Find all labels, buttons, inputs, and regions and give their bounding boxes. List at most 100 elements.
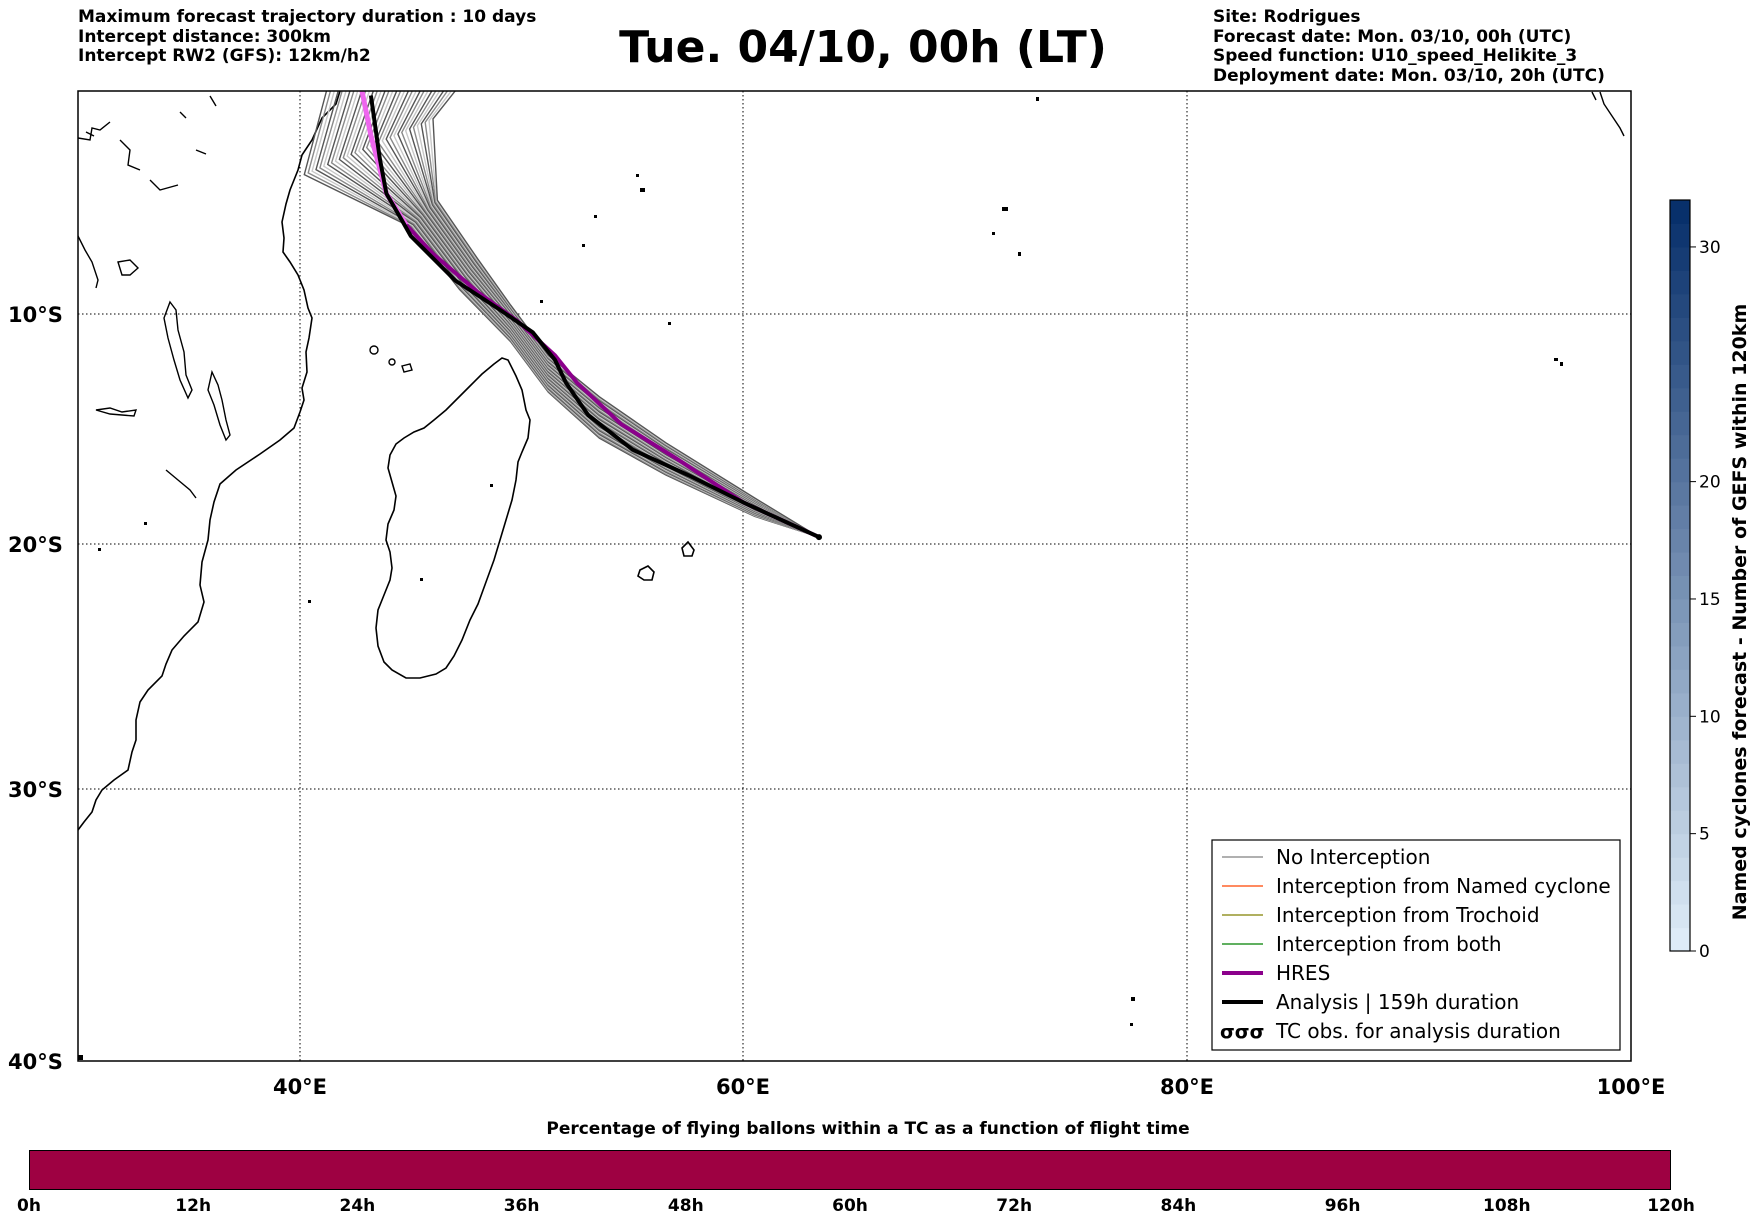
colorbar-step [1670, 505, 1690, 530]
mauritius-island [681, 540, 695, 557]
colorbar-step [1670, 857, 1690, 882]
ensemble-trajectories [303, 91, 820, 538]
intercept-distance-text: Intercept distance: 300km [78, 26, 331, 47]
lake-mweru [95, 407, 138, 417]
colorbar-step [1670, 622, 1690, 647]
colorbar-step [1670, 552, 1690, 576]
flight-time-label: 12h [175, 1196, 212, 1216]
legend-label: Interception from Trochoid [1276, 903, 1540, 927]
colorbar-tick-label: 0 [1699, 942, 1710, 962]
lat-label-20s: 20°S [8, 533, 63, 557]
flight-time-label: 84h [1160, 1196, 1197, 1216]
horn-coastline [78, 121, 179, 289]
ensemble-track [338, 91, 820, 538]
colorbar-step [1670, 833, 1690, 858]
colorbar-frame [1669, 199, 1691, 952]
flight-time-label: 96h [1324, 1196, 1361, 1216]
flight-time-label: 48h [667, 1196, 704, 1216]
analysis-track [368, 95, 820, 539]
bottom-bar-title: Percentage of flying ballons within a TC… [546, 1119, 1190, 1139]
colorbar-step [1670, 786, 1690, 811]
max-duration-text: Maximum forecast trajectory duration : 1… [78, 7, 537, 27]
colorbar-step [1670, 434, 1690, 459]
colorbar-step [1670, 481, 1690, 506]
comoros-islands [369, 345, 379, 355]
madagascar-coastline [375, 357, 531, 679]
site-text: Site: Rodrigues [1213, 7, 1361, 27]
colorbar-step [1670, 528, 1690, 553]
flight-time-label: 108h [1483, 1196, 1531, 1216]
flight-time-label: 0h [17, 1196, 41, 1216]
release-point-marker [816, 534, 823, 541]
colorbar-tick-label: 10 [1699, 707, 1721, 727]
page-title: Tue. 04/10, 00h (LT) [619, 22, 1107, 73]
colorbar-step [1670, 223, 1690, 248]
header-right: Site: Rodrigues Forecast date: Mon. 03/1… [1213, 7, 1605, 86]
colorbar-step [1670, 411, 1690, 436]
lake-kariba [165, 469, 197, 499]
lon-label-40e: 40°E [273, 1075, 327, 1099]
legend-label: No Interception [1276, 845, 1430, 869]
flight-time-label: 36h [503, 1196, 540, 1216]
colorbar-label: Named cyclones forecast - Number of GEFS… [1729, 304, 1751, 921]
colorbar-step [1670, 692, 1690, 717]
main-trajectories [359, 91, 823, 541]
map-frame [77, 90, 1632, 1062]
colorbar-step [1670, 810, 1690, 835]
colorbar-step [1670, 200, 1690, 224]
colorbar-step [1670, 739, 1690, 764]
colorbar-step [1670, 270, 1690, 295]
colorbar-tick-label: 30 [1699, 238, 1721, 258]
colorbar-step [1670, 599, 1690, 623]
flight-time-bar [29, 1150, 1671, 1190]
africa-coastline [78, 91, 341, 831]
legend-label: Interception from both [1276, 932, 1502, 956]
colorbar-tick-label: 5 [1699, 825, 1710, 845]
flight-time-label: 60h [832, 1196, 868, 1216]
deployment-date-text: Deployment date: Mon. 03/10, 20h (UTC) [1213, 65, 1605, 86]
colorbar-step [1670, 458, 1690, 483]
legend: No Interception Interception from Named c… [1211, 839, 1621, 1051]
colorbar-step [1670, 763, 1690, 788]
lat-label-40s: 40°S [8, 1050, 63, 1074]
colorbar-step [1670, 317, 1690, 342]
lon-label-60e: 60°E [716, 1075, 770, 1099]
colorbar-tick-label: 20 [1699, 473, 1721, 493]
colorbar-step [1670, 880, 1690, 905]
top-left-fragments [85, 95, 217, 155]
lon-label-80e: 80°E [1160, 1075, 1214, 1099]
legend-label: Analysis | 159h duration [1276, 990, 1519, 1014]
colorbar-step [1670, 293, 1690, 318]
colorbar-step [1670, 716, 1690, 741]
colorbar-step [1670, 904, 1690, 929]
lake-victoria [117, 259, 140, 276]
cyclone-colorbar: 0 5 10 15 20 30 Named cyclones forecast - Num… [1669, 199, 1751, 962]
colorbar-step [1670, 669, 1690, 694]
legend-label: Interception from Named cyclone [1276, 874, 1611, 898]
colorbar-step [1670, 364, 1690, 389]
colorbar-step [1670, 575, 1690, 600]
colorbar-step [1670, 927, 1690, 952]
legend-cyclone-icon: σσσ [1220, 1021, 1264, 1043]
flight-time-label: 72h [996, 1196, 1033, 1216]
colorbar-step [1670, 340, 1690, 365]
speed-function-text: Speed function: U10_speed_Helikite_3 [1213, 46, 1578, 66]
lake-tanganyika [163, 300, 193, 400]
legend-label: TC obs. for analysis duration [1275, 1019, 1561, 1043]
intercept-rw2-text: Intercept RW2 (GFS): 12km/h2 [78, 46, 371, 66]
lat-label-10s: 10°S [8, 303, 63, 327]
lat-label-30s: 30°S [8, 778, 63, 802]
coastlines [78, 91, 1625, 1060]
small-islands [78, 97, 1563, 1060]
flight-time-label: 24h [339, 1196, 376, 1216]
lon-label-100e: 100°E [1597, 1075, 1666, 1099]
reunion-island [637, 565, 655, 581]
comoros-islands-2 [388, 358, 396, 366]
forecast-date-text: Forecast date: Mon. 03/10, 00h (UTC) [1213, 26, 1572, 47]
header-left: Maximum forecast trajectory duration : 1… [78, 7, 537, 67]
gridlines [78, 91, 1631, 1061]
colorbar-step [1670, 246, 1690, 271]
india-tip-coastline [1591, 91, 1625, 137]
legend-label: HRES [1276, 961, 1330, 985]
